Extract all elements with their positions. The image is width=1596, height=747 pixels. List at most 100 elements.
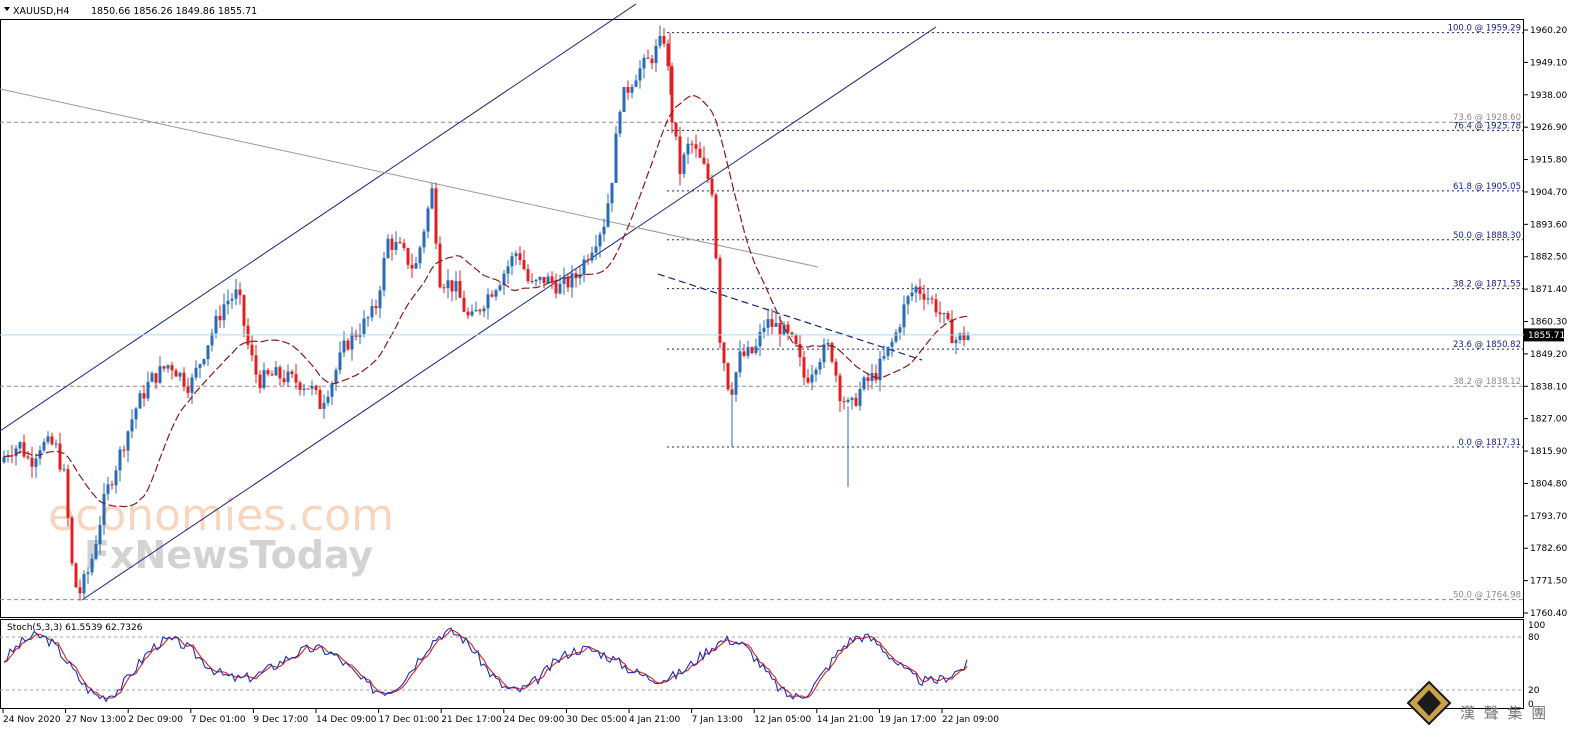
candle-body	[254, 355, 258, 375]
candle-body	[898, 327, 902, 333]
candle-body	[150, 373, 154, 382]
candle-body	[330, 383, 334, 397]
candle-body	[650, 58, 654, 64]
candle-body	[266, 370, 270, 375]
candle-body	[502, 273, 506, 286]
candle-body	[50, 436, 54, 445]
trend-lines	[0, 3, 937, 601]
stoch-level-0-label: 0	[1528, 700, 1534, 710]
dashed-trendline	[657, 273, 923, 361]
candle-body	[158, 366, 162, 383]
candle-body	[546, 276, 550, 283]
candle-body	[570, 273, 574, 288]
candle-body	[186, 386, 190, 393]
candle-body	[922, 293, 926, 300]
price-tick-label: 1771.50	[1530, 577, 1567, 587]
candle-body	[706, 163, 710, 179]
candle-body	[894, 332, 898, 342]
candle-body	[454, 281, 458, 292]
candle-body	[370, 306, 374, 318]
candle-body	[518, 253, 522, 261]
candle-body	[758, 331, 762, 347]
price-tick-label: 1960.20	[1530, 26, 1567, 36]
candle-body	[622, 87, 626, 112]
chevron-down-icon[interactable]	[4, 7, 10, 11]
candle-body	[586, 259, 590, 261]
candle-body	[738, 351, 742, 373]
candle-body	[430, 188, 434, 209]
time-axis: 24 Nov 2020 27 Nov 13:00 2 Dec 09:00 7 Dec …	[2, 709, 999, 725]
fib-level-label: 100.0 @ 1959.29	[1448, 24, 1521, 34]
candle-body	[346, 340, 350, 350]
candle-body	[298, 382, 302, 390]
candle-body	[634, 80, 638, 87]
candle-body	[946, 313, 950, 320]
time-tick-label: 27 Nov 13:00	[66, 715, 127, 725]
stoch-d-line	[3, 629, 968, 700]
candlestick-series	[2, 25, 970, 601]
candle-body	[642, 57, 646, 69]
candle-body	[550, 276, 554, 283]
time-tick-label: 22 Jan 09:00	[942, 715, 999, 725]
candle-body	[618, 111, 622, 134]
candle-body	[878, 358, 882, 381]
time-tick-label: 2 Dec 09:00	[128, 715, 183, 725]
candle-body	[42, 441, 46, 451]
candle-body	[138, 393, 142, 409]
candle-body	[794, 334, 798, 344]
candle-body	[718, 258, 722, 343]
candle-body	[154, 373, 158, 383]
candle-body	[438, 243, 442, 288]
candle-body	[210, 333, 214, 346]
candle-body	[350, 333, 354, 350]
time-tick-label: 12 Jan 05:00	[754, 715, 811, 725]
candle-body	[474, 309, 478, 312]
candle-body	[778, 323, 782, 336]
time-tick-label: 9 Dec 17:00	[253, 715, 308, 725]
candle-body	[542, 277, 546, 283]
candle-body	[234, 289, 238, 299]
candle-body	[934, 299, 938, 313]
candle-body	[478, 309, 482, 312]
candle-body	[930, 298, 934, 300]
candle-body	[82, 574, 86, 594]
candle-body	[950, 319, 954, 344]
candle-body	[770, 319, 774, 327]
candle-body	[70, 517, 74, 564]
price-tick-label: 1871.40	[1530, 285, 1567, 295]
candle-body	[106, 484, 110, 494]
candle-body	[218, 315, 222, 321]
candle-body	[338, 352, 342, 371]
candle-body	[726, 363, 730, 390]
stoch-plot-frame	[0, 619, 1524, 709]
candle-body	[310, 385, 314, 389]
candle-body	[402, 243, 406, 249]
price-tick-label: 1815.90	[1530, 447, 1567, 457]
stoch-k-line	[3, 627, 968, 703]
candle-body	[410, 264, 414, 269]
candle-body	[646, 57, 650, 59]
candle-body	[874, 372, 878, 381]
candle-body	[66, 469, 70, 518]
candle-body	[530, 281, 534, 283]
candle-body	[434, 188, 438, 244]
candle-body	[250, 344, 254, 356]
candle-body	[578, 274, 582, 279]
candle-body	[534, 279, 538, 282]
candle-body	[426, 208, 430, 232]
candle-body	[18, 442, 22, 449]
brand-logo: 漢 聲 集 團	[1406, 680, 1546, 726]
candle-body	[818, 362, 822, 370]
candle-body	[62, 469, 66, 471]
price-tick-label: 1882.50	[1530, 253, 1567, 263]
time-tick-label: 4 Jan 21:00	[629, 715, 681, 725]
stoch-level-100-label: 100	[1528, 621, 1545, 631]
candle-body	[274, 367, 278, 376]
candle-body	[134, 408, 138, 420]
stoch-level-80-label: 80	[1528, 633, 1540, 643]
candle-body	[494, 290, 498, 297]
candle-body	[766, 319, 770, 328]
candle-body	[782, 324, 786, 336]
candle-body	[790, 332, 794, 335]
